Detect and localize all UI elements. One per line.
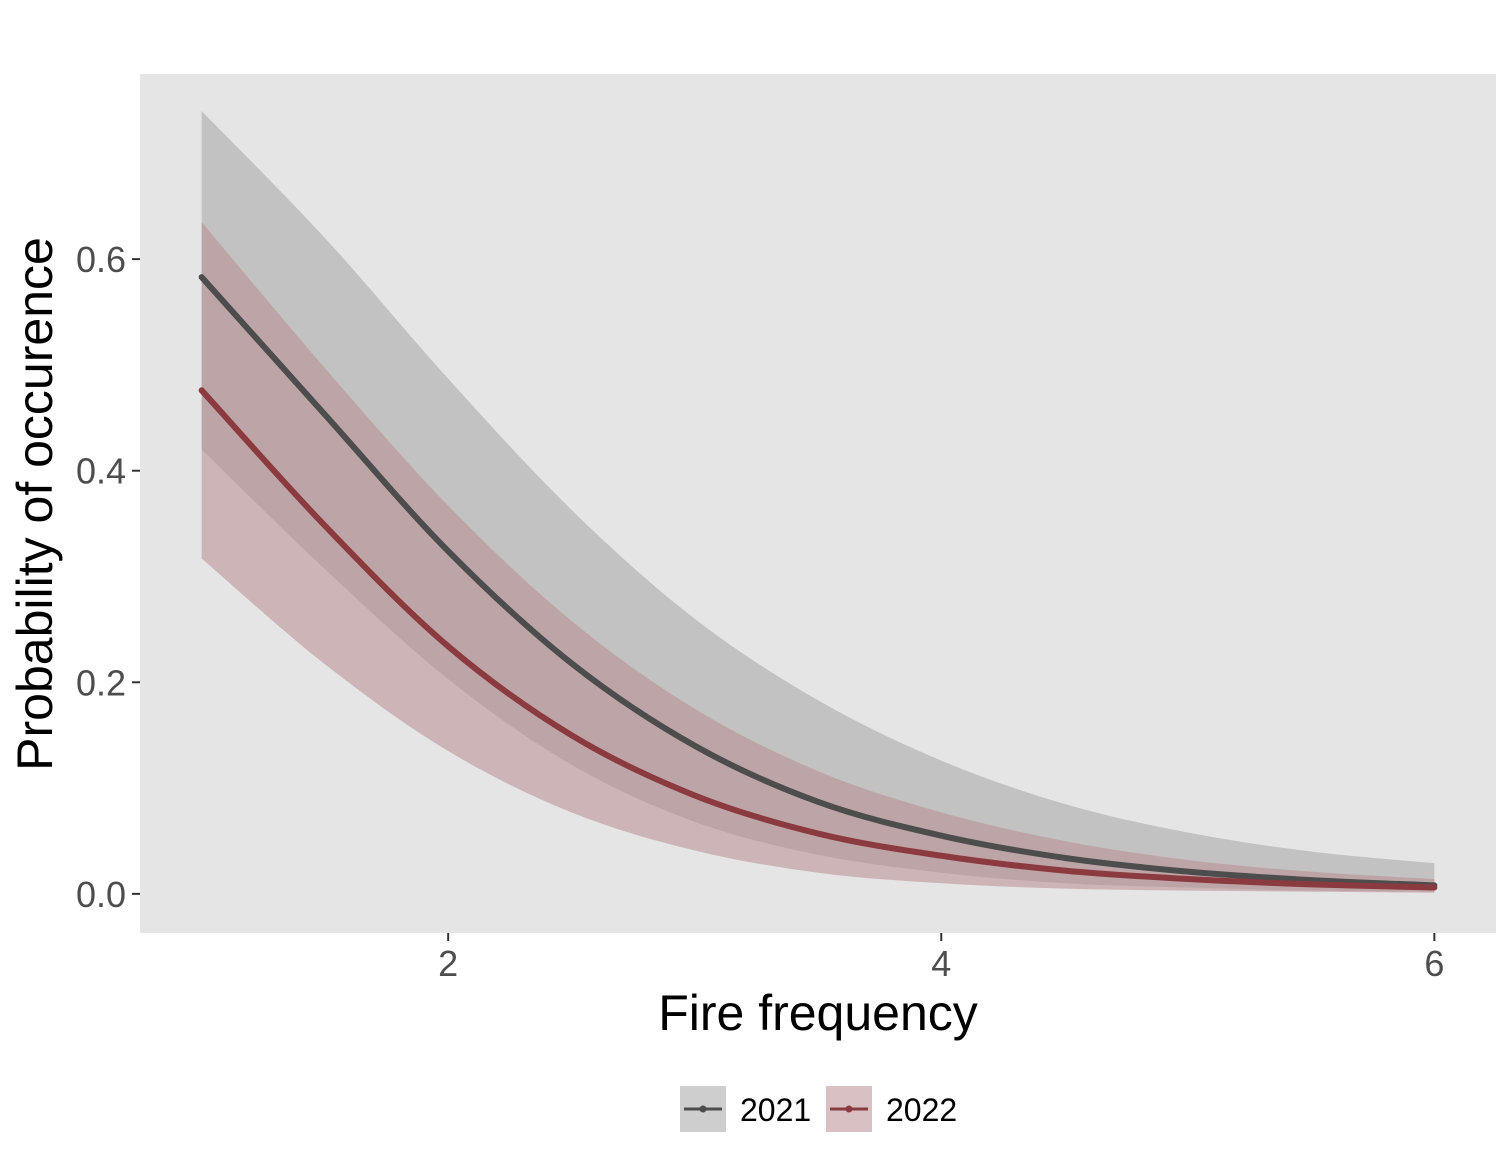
- legend-key-point: [845, 1105, 853, 1113]
- y-axis-title: Probability of occurence: [7, 237, 63, 771]
- legend: 2021 2022: [680, 1086, 957, 1132]
- series-line-2021: [198, 274, 1438, 889]
- x-tick-label: 4: [931, 943, 951, 984]
- legend-item-2022: 2022: [826, 1086, 957, 1132]
- y-tick-label: 0.4: [76, 451, 126, 492]
- y-axis: 0.0 0.2 0.4 0.6: [76, 239, 140, 915]
- legend-item-2021: 2021: [680, 1086, 811, 1132]
- x-axis-title: Fire frequency: [658, 985, 978, 1041]
- legend-label: 2021: [740, 1092, 811, 1128]
- lines: [198, 274, 1438, 891]
- y-tick-label: 0.0: [76, 874, 126, 915]
- x-axis: 2 4 6: [438, 933, 1444, 984]
- x-tick-label: 2: [438, 943, 458, 984]
- legend-key-point: [699, 1105, 707, 1113]
- legend-label: 2022: [886, 1092, 957, 1128]
- y-tick-label: 0.6: [76, 239, 126, 280]
- x-tick-label: 6: [1424, 943, 1444, 984]
- y-tick-label: 0.2: [76, 662, 126, 703]
- ribbon-2022: [201, 222, 1435, 893]
- series-line-2022: [198, 387, 1438, 891]
